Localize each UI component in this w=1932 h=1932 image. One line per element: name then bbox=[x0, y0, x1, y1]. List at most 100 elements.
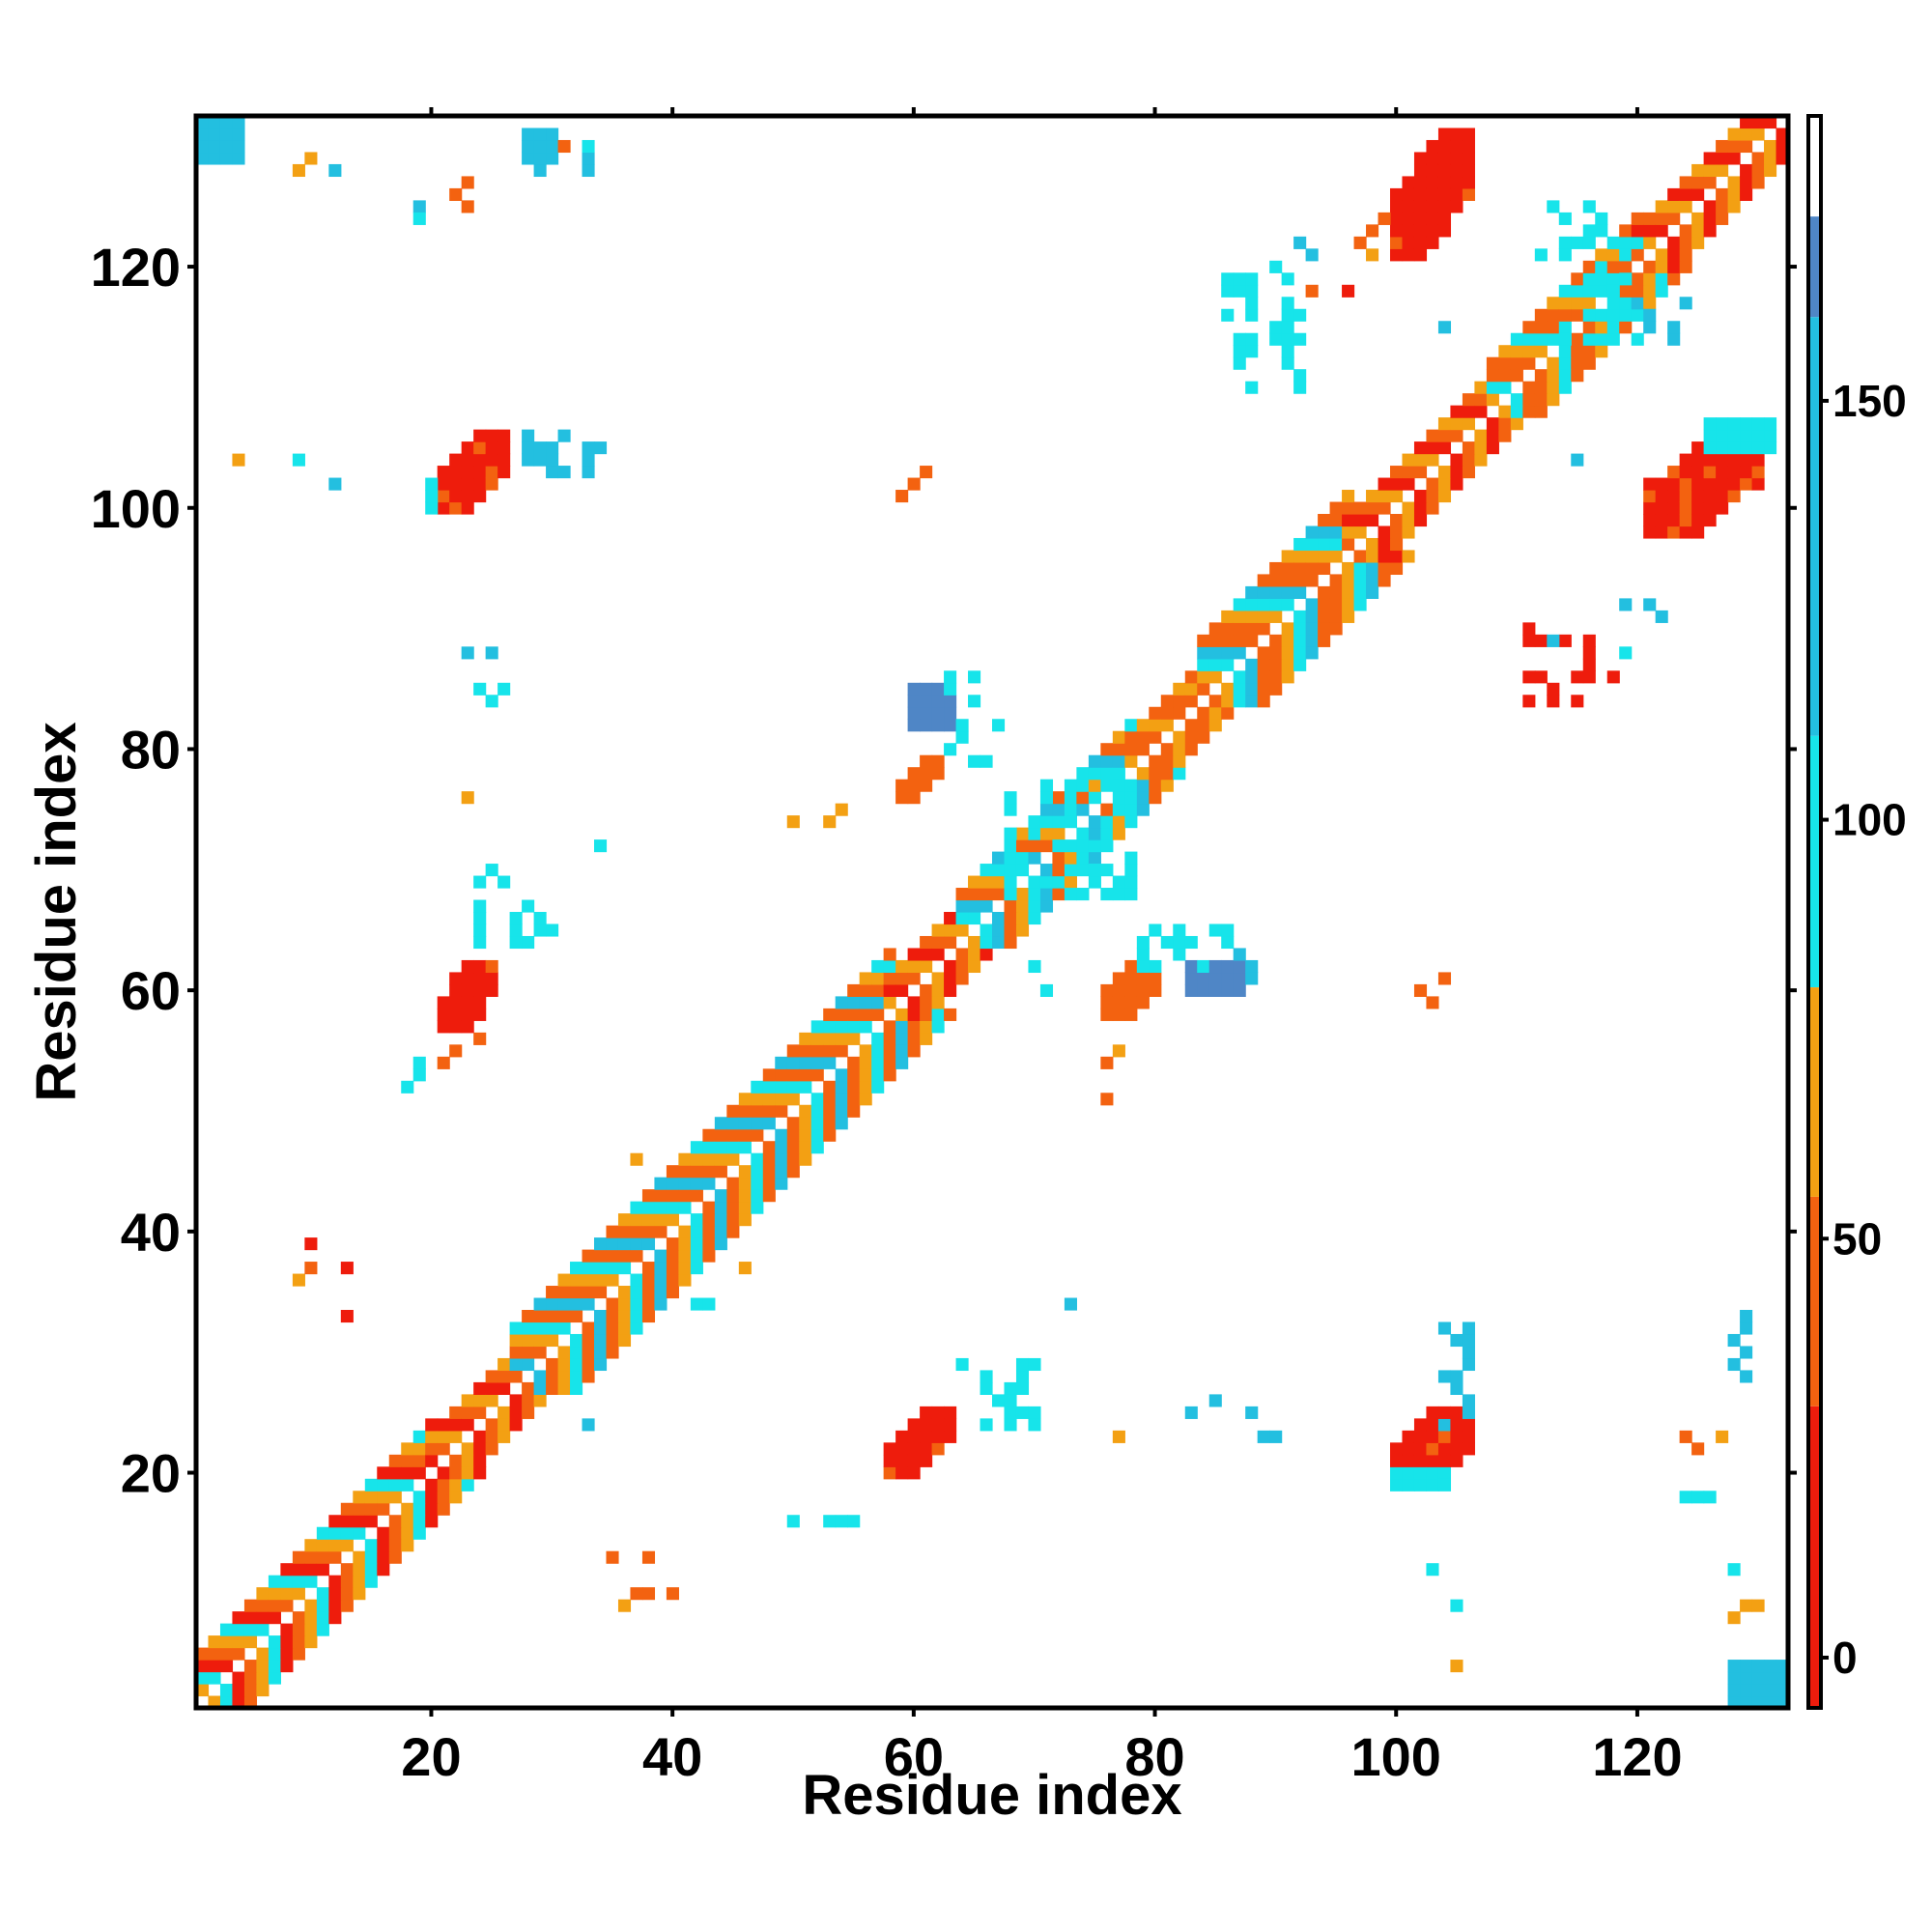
heat-cell bbox=[835, 803, 848, 816]
heat-cell bbox=[509, 935, 523, 950]
heat-cell bbox=[522, 1357, 535, 1372]
heat-cell bbox=[606, 1249, 619, 1263]
heat-cell bbox=[1558, 236, 1572, 249]
heat-cell bbox=[1281, 321, 1294, 334]
heat-cell bbox=[1534, 345, 1548, 358]
heat-cell bbox=[485, 864, 498, 877]
heat-cell bbox=[1221, 695, 1235, 708]
heat-cell bbox=[1039, 827, 1054, 840]
heat-cell bbox=[1039, 875, 1054, 889]
heat-cell bbox=[219, 152, 234, 165]
heat-cell bbox=[268, 1575, 281, 1588]
heat-cell bbox=[920, 935, 933, 950]
heat-cell bbox=[931, 1442, 945, 1456]
heat-cell bbox=[799, 1128, 812, 1142]
heat-cell bbox=[1039, 839, 1054, 853]
heat-cell bbox=[617, 1599, 632, 1612]
heat-cell bbox=[1679, 514, 1692, 527]
heat-cell bbox=[751, 1189, 764, 1203]
heat-cell bbox=[1558, 369, 1572, 383]
heat-cell bbox=[1462, 1394, 1475, 1407]
heat-cell bbox=[328, 477, 342, 491]
heat-cell bbox=[992, 719, 1006, 732]
heat-cell bbox=[823, 1104, 837, 1118]
heat-cell bbox=[437, 501, 450, 515]
heat-cell bbox=[1450, 405, 1463, 418]
heat-cell bbox=[907, 767, 921, 781]
heat-cell bbox=[823, 1080, 837, 1094]
heat-cell bbox=[1402, 501, 1415, 515]
heat-cell bbox=[944, 1430, 957, 1443]
heat-cell bbox=[1245, 332, 1259, 346]
heat-cell bbox=[690, 1141, 703, 1154]
colorbar-band bbox=[1808, 116, 1821, 217]
heat-cell bbox=[1390, 1466, 1404, 1480]
heat-cell bbox=[570, 1346, 583, 1359]
heat-cell bbox=[1595, 345, 1608, 358]
heat-cell bbox=[1547, 356, 1560, 370]
heat-cell bbox=[895, 972, 909, 985]
heat-cell bbox=[1112, 791, 1125, 805]
heat-cell bbox=[401, 1539, 414, 1552]
heat-cell bbox=[582, 1418, 595, 1432]
heat-cell bbox=[1655, 224, 1668, 238]
heat-cell bbox=[364, 1515, 378, 1528]
heat-cell bbox=[1751, 116, 1765, 129]
heat-cell bbox=[738, 1093, 752, 1106]
colorbar-band bbox=[1808, 735, 1821, 988]
heat-cell bbox=[883, 972, 896, 985]
heat-cell bbox=[1776, 1695, 1789, 1709]
heat-cell bbox=[533, 1297, 547, 1311]
heat-cell bbox=[1667, 248, 1681, 262]
heat-cell bbox=[1028, 851, 1041, 865]
heat-cell bbox=[1462, 441, 1475, 455]
heat-cell bbox=[1233, 646, 1246, 660]
heat-cell bbox=[340, 1539, 354, 1552]
heat-cell bbox=[678, 1177, 692, 1190]
heat-cell bbox=[1437, 200, 1452, 213]
heat-cell bbox=[377, 1526, 390, 1540]
heat-cell bbox=[1004, 1394, 1017, 1407]
heat-cell bbox=[1667, 490, 1681, 503]
heat-cell bbox=[944, 923, 957, 937]
heat-cell bbox=[461, 1406, 474, 1419]
heat-cell bbox=[1112, 754, 1125, 768]
heat-cell bbox=[1221, 972, 1235, 985]
heat-cell bbox=[1716, 429, 1729, 442]
heat-cell bbox=[1716, 417, 1729, 431]
heat-cell bbox=[859, 972, 872, 985]
heat-cell bbox=[546, 1297, 559, 1311]
heat-cell bbox=[533, 1346, 547, 1359]
heat-cell bbox=[944, 695, 957, 708]
heat-cell bbox=[304, 1599, 318, 1612]
heat-cell bbox=[678, 1249, 692, 1263]
heat-cell bbox=[641, 1286, 656, 1299]
heat-cell bbox=[473, 912, 487, 925]
heat-cell bbox=[786, 1152, 800, 1166]
heat-cell bbox=[1281, 561, 1294, 576]
heat-cell bbox=[738, 1104, 752, 1118]
heat-cell bbox=[461, 1454, 474, 1467]
heat-cell bbox=[1136, 791, 1150, 805]
heat-cell bbox=[1571, 356, 1584, 370]
heat-cell bbox=[775, 1128, 788, 1142]
heat-cell bbox=[1052, 875, 1065, 889]
heat-cell bbox=[425, 1491, 439, 1504]
heat-cell bbox=[702, 1128, 716, 1142]
heat-cell bbox=[1462, 163, 1475, 178]
heat-cell bbox=[1100, 839, 1114, 853]
heat-cell bbox=[1318, 550, 1331, 563]
heat-cell bbox=[388, 1478, 402, 1492]
heat-cell bbox=[931, 948, 945, 961]
heat-cell bbox=[1595, 284, 1608, 298]
heat-cell bbox=[1028, 899, 1041, 913]
heat-cell bbox=[485, 983, 498, 997]
heat-cell bbox=[666, 1177, 679, 1190]
heat-cell bbox=[1740, 1370, 1753, 1383]
heat-cell bbox=[377, 1563, 390, 1577]
heat-cell bbox=[473, 1454, 487, 1467]
heat-cell bbox=[1413, 1442, 1428, 1456]
heat-cell bbox=[920, 959, 933, 974]
heat-cell bbox=[340, 1515, 354, 1528]
colorbar-band bbox=[1808, 987, 1821, 1197]
